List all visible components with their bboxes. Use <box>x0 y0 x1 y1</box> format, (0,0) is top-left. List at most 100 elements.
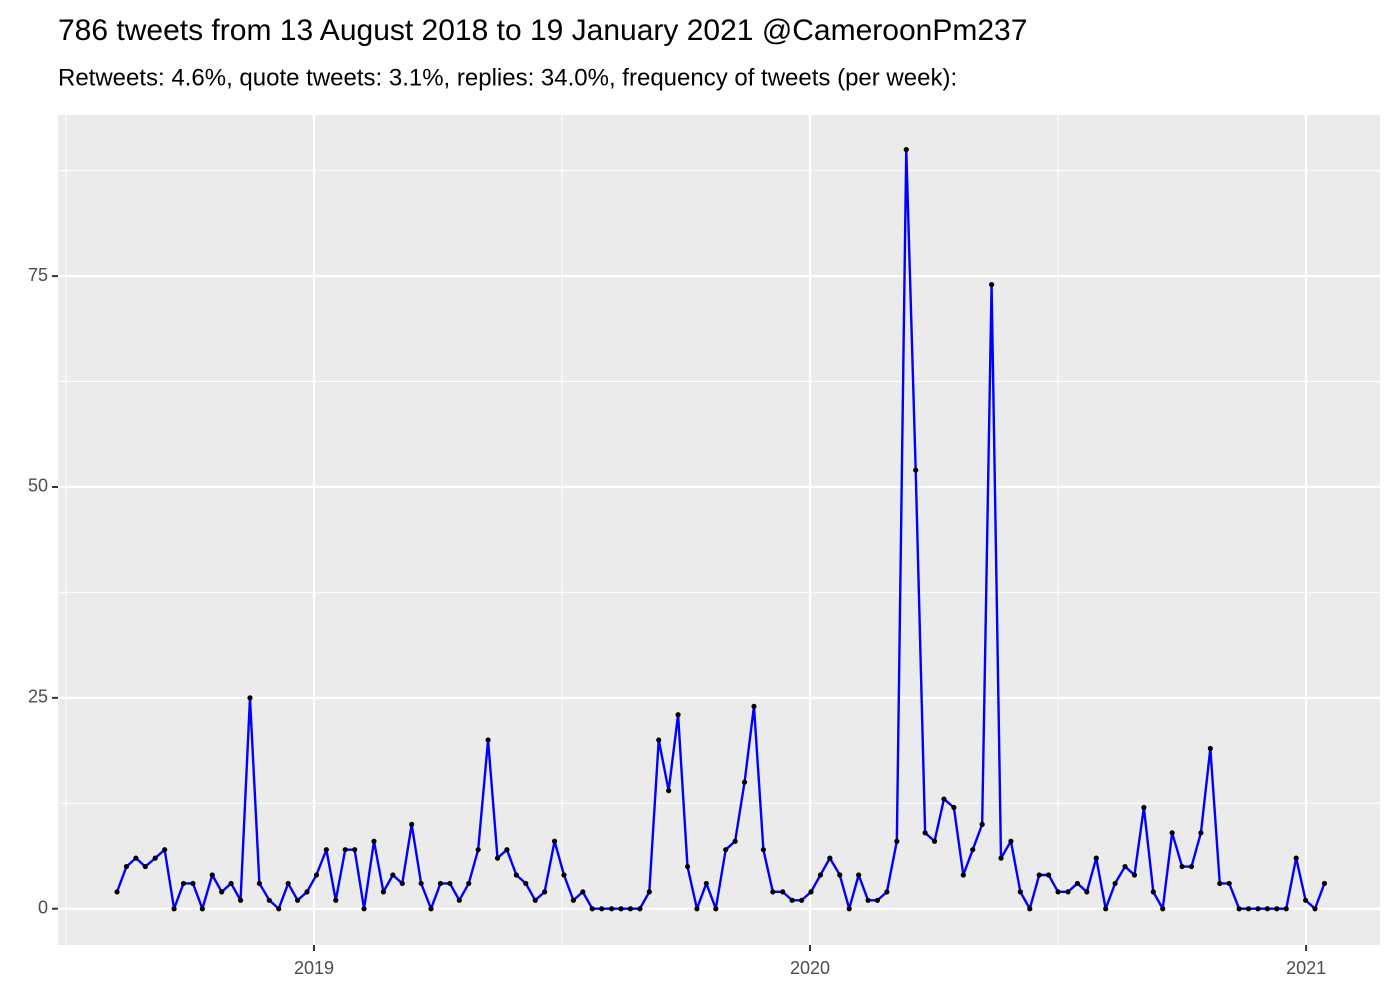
data-point <box>437 880 444 887</box>
data-point <box>1027 906 1033 912</box>
data-point <box>1321 880 1328 887</box>
data-point <box>399 880 405 887</box>
y-tick-label: 0 <box>38 897 48 917</box>
data-point <box>1198 830 1204 836</box>
data-point <box>333 897 339 903</box>
data-point <box>609 906 615 912</box>
data-point <box>266 897 272 903</box>
data-point <box>1046 872 1052 878</box>
data-point <box>741 779 748 785</box>
data-point <box>1207 745 1213 752</box>
data-point <box>627 906 634 912</box>
data-point <box>666 788 672 794</box>
data-point <box>532 897 538 903</box>
series-line <box>115 148 1326 910</box>
data-point <box>837 872 843 878</box>
data-point <box>589 906 595 912</box>
data-point <box>171 906 177 912</box>
data-point <box>817 872 824 878</box>
data-point <box>247 695 253 701</box>
data-point <box>1312 906 1318 912</box>
x-tick-label: 2020 <box>790 958 830 978</box>
data-point <box>561 872 567 878</box>
data-point <box>723 847 729 853</box>
data-point <box>1169 830 1175 836</box>
data-point <box>1074 880 1081 887</box>
data-point <box>485 737 491 743</box>
data-point <box>1084 889 1090 895</box>
data-point <box>475 847 481 853</box>
data-point <box>276 906 282 912</box>
data-point <box>1036 872 1042 878</box>
data-point <box>466 880 472 887</box>
data-point <box>199 906 205 912</box>
data-point <box>1112 880 1118 887</box>
data-point <box>703 880 709 887</box>
data-point <box>694 906 700 912</box>
data-point <box>931 838 938 844</box>
data-point <box>180 880 187 887</box>
data-point <box>1188 863 1195 870</box>
data-point <box>1141 804 1147 811</box>
data-point <box>428 906 434 912</box>
data-point <box>1017 889 1023 895</box>
data-point <box>219 889 225 895</box>
data-point <box>599 906 605 912</box>
data-point <box>1150 889 1156 895</box>
data-point <box>1293 855 1299 861</box>
data-point <box>637 906 643 912</box>
data-point <box>1103 906 1109 912</box>
data-point <box>922 830 928 836</box>
data-point <box>1302 897 1309 903</box>
data-point <box>313 872 320 878</box>
data-point <box>732 838 738 844</box>
data-point <box>770 889 776 895</box>
data-point <box>1122 863 1128 870</box>
data-point <box>513 872 519 878</box>
data-point <box>133 855 139 861</box>
data-point <box>1264 906 1270 912</box>
data-point <box>380 889 387 895</box>
data-point <box>1179 863 1185 870</box>
data-point <box>504 847 510 853</box>
data-point <box>998 855 1004 861</box>
data-point <box>114 889 120 895</box>
y-tick-label: 25 <box>28 687 48 707</box>
data-point <box>913 467 919 473</box>
data-point <box>542 889 548 895</box>
data-point <box>551 838 558 844</box>
data-point <box>951 804 957 811</box>
data-point <box>646 889 652 895</box>
data-point <box>456 897 462 903</box>
data-point <box>1245 906 1252 912</box>
data-point <box>162 847 168 853</box>
chart-subtitle: Retweets: 4.6%, quote tweets: 3.1%, repl… <box>58 64 957 91</box>
data-point <box>874 897 881 903</box>
data-point <box>409 821 415 827</box>
data-point <box>152 855 158 861</box>
data-point <box>1065 889 1071 895</box>
data-point <box>1008 838 1014 844</box>
data-point <box>846 906 852 912</box>
data-point <box>988 281 995 288</box>
data-point <box>1055 889 1061 895</box>
data-point <box>390 872 396 878</box>
data-point <box>1217 880 1223 887</box>
data-point <box>884 889 890 895</box>
data-point <box>789 897 795 903</box>
data-point <box>1283 906 1289 912</box>
data-point <box>856 872 862 878</box>
data-point <box>294 897 301 903</box>
y-tick-label: 50 <box>28 476 48 496</box>
data-point <box>1131 872 1138 878</box>
data-point <box>751 703 757 709</box>
data-point <box>361 906 367 912</box>
data-point <box>713 906 719 912</box>
data-point <box>304 889 310 895</box>
data-point <box>903 146 909 153</box>
data-point <box>780 889 786 895</box>
data-point <box>418 880 424 887</box>
data-point <box>808 889 814 895</box>
data-point <box>580 889 586 895</box>
